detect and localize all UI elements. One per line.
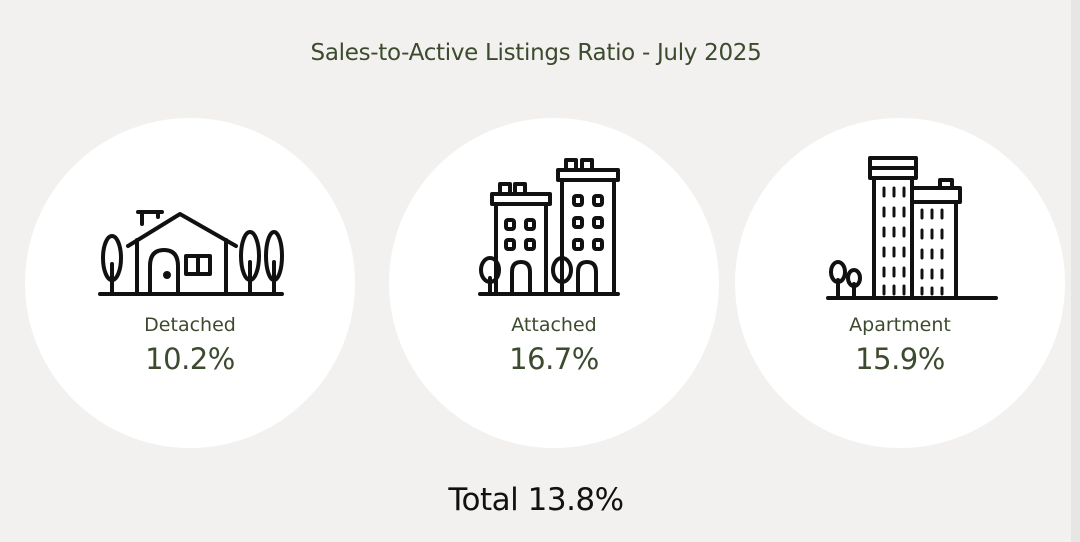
townhouse-icon (454, 148, 654, 308)
category-label-apartment: Apartment (849, 314, 951, 336)
page-title: Sales-to-Active Listings Ratio - July 20… (310, 40, 762, 66)
card-apartment: Apartment 15.9% (735, 118, 1065, 448)
right-edge-strip (1071, 0, 1080, 542)
category-label-attached: Attached (511, 314, 597, 336)
card-attached: Attached 16.7% (389, 118, 719, 448)
card-detached: Detached 10.2% (25, 118, 355, 448)
category-value-apartment: 15.9% (855, 342, 945, 376)
category-value-detached: 10.2% (145, 342, 235, 376)
category-label-detached: Detached (144, 314, 236, 336)
category-value-attached: 16.7% (509, 342, 599, 376)
apartment-icon (800, 148, 1000, 308)
house-icon (90, 148, 290, 308)
total-ratio: Total 13.8% (448, 482, 624, 518)
